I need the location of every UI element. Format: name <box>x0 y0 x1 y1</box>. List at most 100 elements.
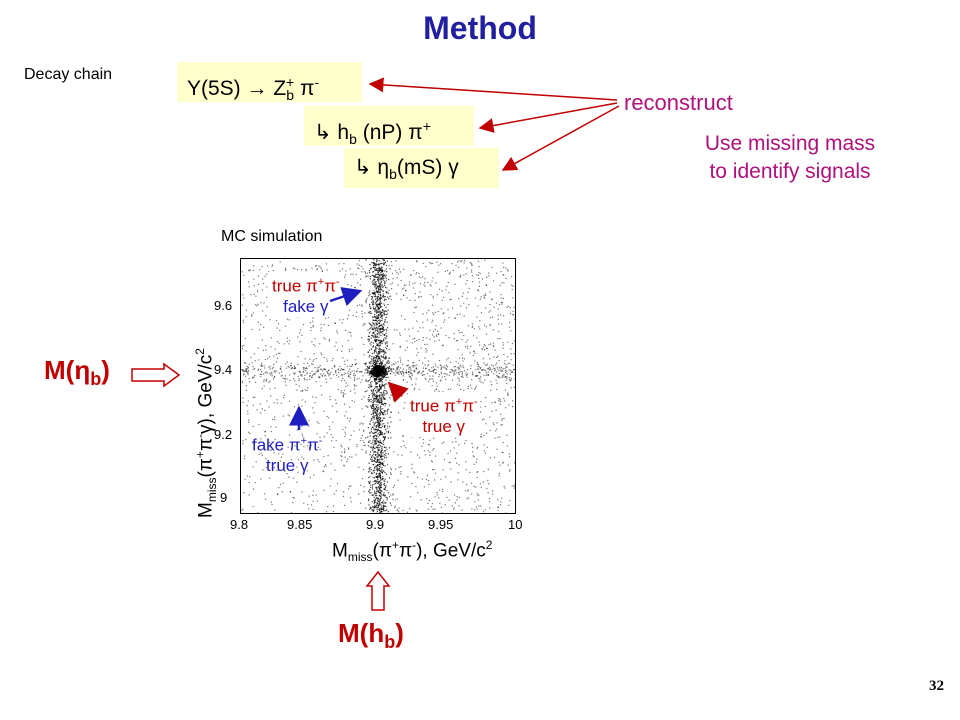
scatter-point <box>358 260 360 262</box>
scatter-point <box>306 470 308 472</box>
scatter-point <box>376 397 378 399</box>
scatter-point <box>276 361 278 363</box>
scatter-point <box>409 376 411 378</box>
scatter-point <box>407 364 410 366</box>
scatter-point <box>504 487 506 489</box>
scatter-point <box>371 392 373 394</box>
scatter-point <box>385 274 387 276</box>
scatter-point <box>368 397 370 399</box>
scatter-point <box>368 367 370 369</box>
scatter-point <box>493 367 495 369</box>
scatter-point <box>476 375 478 377</box>
scatter-point <box>506 445 508 447</box>
scatter-point <box>421 445 423 447</box>
scatter-point <box>438 390 440 392</box>
scatter-point <box>379 439 381 441</box>
scatter-point <box>242 401 244 403</box>
scatter-point <box>379 291 381 293</box>
scatter-point <box>429 375 431 377</box>
scatter-point <box>383 433 385 435</box>
scatter-point <box>402 363 404 366</box>
scatter-point <box>317 369 320 371</box>
scatter-point <box>353 378 356 380</box>
scatter-point <box>427 479 430 482</box>
scatter-point <box>383 480 385 482</box>
scatter-point <box>429 454 431 456</box>
scatter-point <box>271 371 273 373</box>
scatter-point <box>500 501 502 503</box>
scatter-point <box>460 375 463 378</box>
scatter-point <box>459 384 461 386</box>
scatter-point <box>477 274 479 276</box>
scatter-point <box>372 371 374 373</box>
scatter-point <box>322 373 324 375</box>
scatter-point <box>451 379 454 381</box>
scatter-point <box>385 376 387 378</box>
scatter-point <box>453 374 455 376</box>
scatter-point <box>458 298 460 300</box>
scatter-point <box>370 451 372 453</box>
scatter-point <box>496 448 498 450</box>
scatter-point <box>299 341 301 343</box>
scatter-point <box>406 511 409 513</box>
scatter-point <box>496 366 498 368</box>
scatter-point <box>499 403 501 405</box>
scatter-point <box>330 478 332 480</box>
scatter-point <box>380 267 382 269</box>
scatter-point <box>380 273 382 275</box>
scatter-point <box>296 481 298 483</box>
scatter-point <box>406 364 408 366</box>
scatter-point <box>332 510 334 512</box>
scatter-point <box>335 490 337 492</box>
scatter-point <box>326 415 328 418</box>
scatter-point <box>326 371 328 373</box>
scatter-point <box>264 493 266 495</box>
scatter-point <box>319 436 321 438</box>
scatter-point <box>500 504 502 506</box>
scatter-point <box>474 387 476 389</box>
scatter-point <box>380 365 382 367</box>
scatter-point <box>319 343 321 345</box>
scatter-point <box>374 366 376 368</box>
scatter-point <box>466 298 468 300</box>
scatter-point <box>373 295 375 298</box>
scatter-point <box>465 341 467 343</box>
scatter-point <box>377 299 379 301</box>
scatter-point <box>373 374 375 376</box>
scatter-point <box>479 483 481 485</box>
scatter-point <box>384 283 386 285</box>
scatter-point <box>489 457 491 459</box>
scatter-point <box>385 276 387 278</box>
scatter-point <box>438 333 440 336</box>
scatter-point <box>377 295 380 297</box>
scatter-point <box>502 442 504 444</box>
scatter-point <box>278 372 280 374</box>
scatter-point <box>438 374 440 376</box>
scatter-point <box>385 390 387 392</box>
scatter-point <box>267 464 269 466</box>
scatter-point <box>447 357 449 359</box>
scatter-point <box>247 370 249 372</box>
scatter-point <box>486 276 488 278</box>
scatter-point <box>490 343 492 345</box>
scatter-point <box>455 369 457 371</box>
scatter-point <box>454 283 456 285</box>
scatter-point <box>379 380 381 382</box>
scatter-point <box>380 316 382 318</box>
scatter-point <box>378 505 380 507</box>
scatter-point <box>380 262 382 264</box>
scatter-point <box>341 456 343 458</box>
scatter-point <box>507 356 509 358</box>
scatter-point <box>479 406 481 408</box>
scatter-point <box>479 298 481 300</box>
scatter-point <box>378 454 381 456</box>
scatter-point <box>415 368 417 370</box>
scatter-point <box>374 362 377 364</box>
scatter-point <box>438 376 440 378</box>
scatter-point <box>384 304 386 306</box>
scatter-point <box>242 369 245 371</box>
scatter-point <box>330 371 332 374</box>
scatter-point <box>377 423 379 425</box>
scatter-point <box>268 381 270 383</box>
scatter-point <box>465 440 467 442</box>
